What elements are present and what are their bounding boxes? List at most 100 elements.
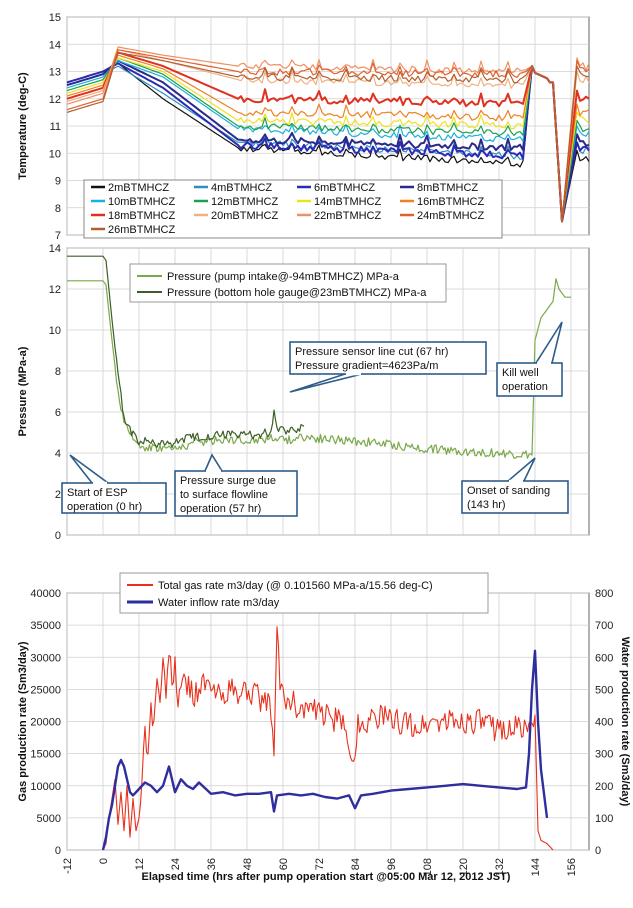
y-tick-label: 7 — [55, 230, 61, 242]
y-right-tick-label: 100 — [595, 813, 613, 825]
legend-label: 8mBTMHCZ — [417, 182, 478, 194]
gas-rate-line — [102, 626, 554, 851]
y-tick-label: 20000 — [30, 717, 61, 729]
x-tick-label: 156 — [566, 858, 578, 876]
temp-series-line — [66, 57, 590, 222]
x-tick-label: 96 — [386, 858, 398, 870]
annotation-text: Pressure surge due — [180, 475, 276, 487]
x-axis-label: Elapsed time (hrs after pump operation s… — [142, 871, 511, 883]
x-tick-label: -12 — [62, 858, 74, 874]
annotation-callout: Pressure sensor line cut (67 hr) Pressure… — [289, 341, 487, 393]
y-tick-label: 13 — [49, 67, 61, 79]
temp-series-line — [66, 60, 590, 222]
water-rate-line — [101, 649, 549, 851]
x-tick-label: 48 — [242, 858, 254, 870]
y-tick-label: 14 — [49, 39, 61, 51]
callout-box — [496, 362, 563, 397]
pressure-legend: Pressure (pump intake@-94mBTMHCZ) MPa-a P… — [129, 263, 447, 303]
y-tick-label: 8 — [55, 203, 61, 215]
y-tick-label: 30000 — [30, 652, 61, 664]
pressure-series-line — [67, 278, 571, 459]
production-rate-panel: 0500010000150002000025000300003500040000… — [17, 572, 631, 883]
x-tick-label: 36 — [206, 858, 218, 870]
y-tick-label: 5000 — [37, 813, 61, 825]
y-axis-label: Temperature (deg-C) — [17, 72, 29, 180]
y-tick-label: 2 — [55, 489, 61, 501]
legend-label: 2mBTMHCZ — [108, 182, 169, 194]
annotation-text: Pressure gradient=4623Pa/m — [295, 360, 438, 372]
y-tick-label: 12 — [49, 284, 61, 296]
y-right-tick-label: 600 — [595, 652, 613, 664]
legend-label: 6mBTMHCZ — [314, 182, 375, 194]
y-axis-label: Pressure (MPa-a) — [17, 346, 29, 436]
annotation-text: Start of ESP — [67, 487, 128, 499]
y-right-tick-label: 800 — [595, 588, 613, 600]
y-tick-label: 12 — [49, 94, 61, 106]
legend-box — [129, 263, 447, 303]
x-tick-label: 144 — [530, 858, 542, 876]
legend-label: Water inflow rate m3/day — [158, 597, 280, 609]
y-right-axis-label: Water production rate (Sm3/day) — [619, 637, 631, 807]
pressure-series-line — [67, 255, 305, 449]
y-tick-label: 0 — [55, 845, 61, 857]
temp-series-line — [66, 59, 590, 223]
x-tick-label: 0 — [98, 858, 110, 864]
y-tick-label: 10 — [49, 325, 61, 337]
temp-series-line — [66, 62, 590, 222]
annotation-callout: Start of ESP operation (0 hr) — [61, 454, 167, 514]
y-right-tick-label: 300 — [595, 749, 613, 761]
annotation-text: operation (0 hr) — [67, 501, 142, 513]
annotation-callout: Kill well operation — [496, 321, 563, 397]
annotation-callout: Pressure surge due to surface flowline ope… — [174, 453, 298, 517]
callout-box — [61, 482, 167, 514]
y-right-tick-label: 400 — [595, 717, 613, 729]
temp-series-line — [66, 49, 590, 222]
legend-label: 10mBTMHCZ — [108, 196, 176, 208]
y-right-tick-label: 500 — [595, 684, 613, 696]
y-tick-label: 15 — [49, 12, 61, 24]
legend-box — [119, 572, 489, 614]
y-tick-label: 14 — [49, 243, 61, 255]
temp-series-line — [66, 51, 590, 223]
x-tick-label: 108 — [422, 858, 434, 876]
y-tick-label: 0 — [55, 530, 61, 542]
callout-box — [289, 341, 487, 375]
legend-box — [83, 179, 503, 239]
y-tick-label: 9 — [55, 176, 61, 188]
temp-series-line — [66, 54, 590, 222]
legend-label: 20mBTMHCZ — [211, 210, 279, 222]
x-tick-label: 72 — [314, 858, 326, 870]
y-tick-label: 15000 — [30, 749, 61, 761]
temperature-legend: 2mBTMHCZ 4mBTMHCZ 6mBTMHCZ 8mBTMHCZ 10mBTMHC… — [83, 179, 503, 239]
x-tick-label: 60 — [278, 858, 290, 870]
x-tick-label: 12 — [134, 858, 146, 870]
annotation-text: (143 hr) — [467, 499, 506, 511]
legend-label: Pressure (pump intake@-94mBTMHCZ) MPa-a — [167, 271, 400, 283]
y-tick-label: 40000 — [30, 588, 61, 600]
x-tick-label: 84 — [350, 858, 362, 870]
y-axis-label: Gas production rate (Sm3/day) — [17, 641, 29, 801]
y-tick-label: 35000 — [30, 620, 61, 632]
x-tick-label: 132 — [494, 858, 506, 876]
pressure-panel: 0 2 4 6 8 10 12 14 Pressure (MPa-a) Pressure (pum… — [17, 243, 590, 542]
legend-label: Total gas rate m3/day (@ 0.101560 MPa-a/… — [158, 580, 433, 592]
y-tick-label: 10000 — [30, 781, 61, 793]
legend-label: 4mBTMHCZ — [211, 182, 272, 194]
legend-label: 12mBTMHCZ — [211, 196, 279, 208]
annotation-text: operation (57 hr) — [180, 503, 261, 515]
legend-label: Pressure (bottom hole gauge@23mBTMHCZ) M… — [167, 287, 427, 299]
y-tick-label: 6 — [55, 407, 61, 419]
legend-label: 22mBTMHCZ — [314, 210, 382, 222]
temp-series-line — [66, 62, 590, 223]
annotation-text: Onset of sanding — [467, 485, 550, 497]
legend-label: 26mBTMHCZ — [108, 224, 176, 236]
legend-label: 18mBTMHCZ — [108, 210, 176, 222]
temp-series-line — [66, 57, 590, 222]
annotation-text: to surface flowline — [180, 489, 268, 501]
legend-label: 24mBTMHCZ — [417, 210, 485, 222]
callout-box — [461, 480, 569, 514]
annotation-text: Pressure sensor line cut (67 hr) — [295, 346, 448, 358]
annotation-text: operation — [502, 381, 548, 393]
y-tick-label: 8 — [55, 366, 61, 378]
